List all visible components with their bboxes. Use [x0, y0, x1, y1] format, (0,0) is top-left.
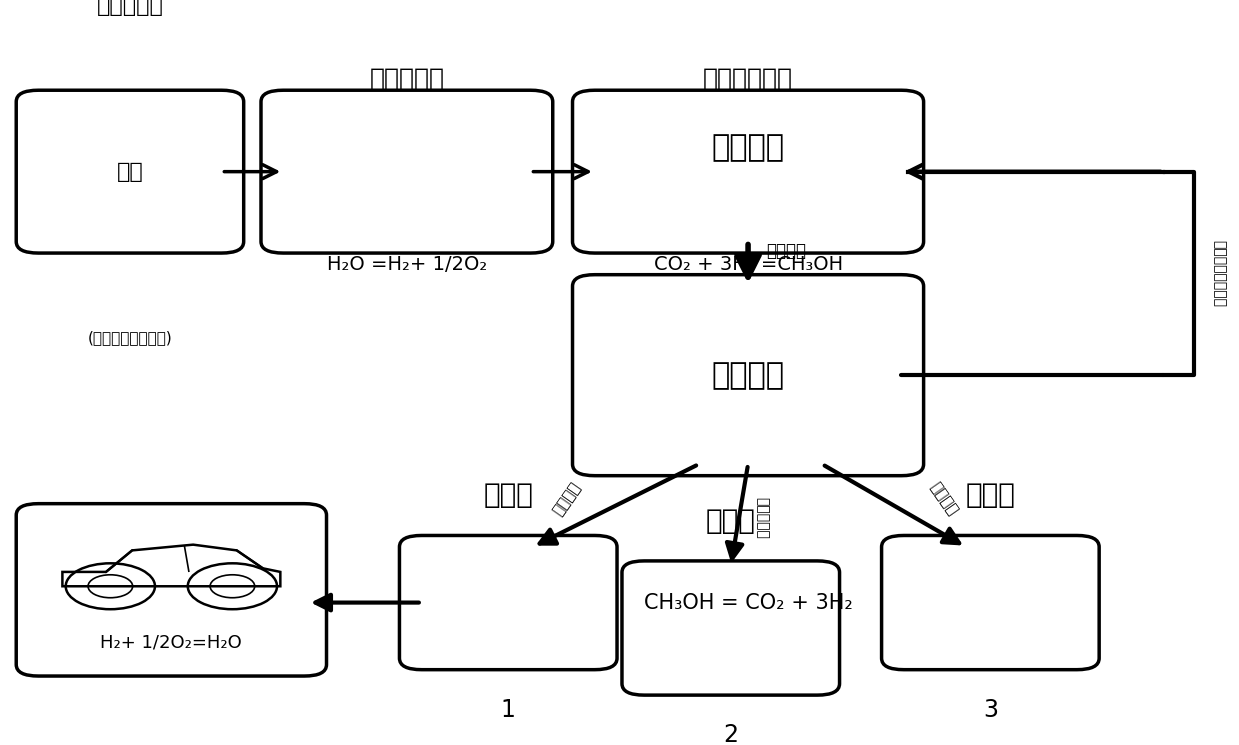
- Text: 1: 1: [501, 697, 515, 722]
- Text: 二氧化碘循环补充: 二氧化碘循环补充: [1212, 240, 1227, 307]
- Text: 甲醇运输: 甲醇运输: [767, 242, 807, 260]
- Text: 电解水制氢: 电解水制氢: [369, 67, 445, 91]
- Text: 发电: 发电: [116, 162, 144, 182]
- FancyBboxPatch shape: [572, 275, 923, 475]
- Text: CO₂ + 3H₂ =CH₃OH: CO₂ + 3H₂ =CH₃OH: [653, 255, 843, 273]
- Text: H₂+ 1/2O₂=H₂O: H₂+ 1/2O₂=H₂O: [100, 633, 243, 651]
- FancyBboxPatch shape: [16, 90, 244, 253]
- Text: H₂O =H₂+ 1/2O₂: H₂O =H₂+ 1/2O₂: [327, 255, 487, 273]
- Text: 太阳燃料合成: 太阳燃料合成: [703, 67, 793, 91]
- FancyBboxPatch shape: [572, 90, 923, 253]
- Text: 3: 3: [983, 697, 997, 722]
- Text: 加氢站: 加氢站: [483, 481, 533, 510]
- FancyBboxPatch shape: [882, 536, 1099, 670]
- FancyBboxPatch shape: [622, 561, 840, 695]
- Text: 2: 2: [724, 723, 738, 745]
- Text: (风能、光伏、水能): (风能、光伏、水能): [88, 330, 172, 345]
- Text: CH₃OH = CO₂ + 3H₂: CH₃OH = CO₂ + 3H₂: [643, 593, 852, 613]
- Text: 氢气配送: 氢气配送: [550, 480, 584, 519]
- Text: 可再生能源: 可再生能源: [97, 0, 164, 16]
- Text: 运氢气配送: 运氢气配送: [756, 498, 769, 539]
- Text: 加氢站: 加氢站: [965, 481, 1015, 510]
- Text: 太阳燃料: 太阳燃料: [711, 133, 784, 162]
- FancyBboxPatch shape: [261, 90, 553, 253]
- FancyBboxPatch shape: [16, 504, 327, 676]
- Text: 重整制氢: 重整制氢: [711, 361, 784, 390]
- Text: 氢气配送: 氢气配送: [927, 480, 960, 519]
- FancyBboxPatch shape: [399, 536, 617, 670]
- Text: 加氢站: 加氢站: [706, 507, 756, 535]
